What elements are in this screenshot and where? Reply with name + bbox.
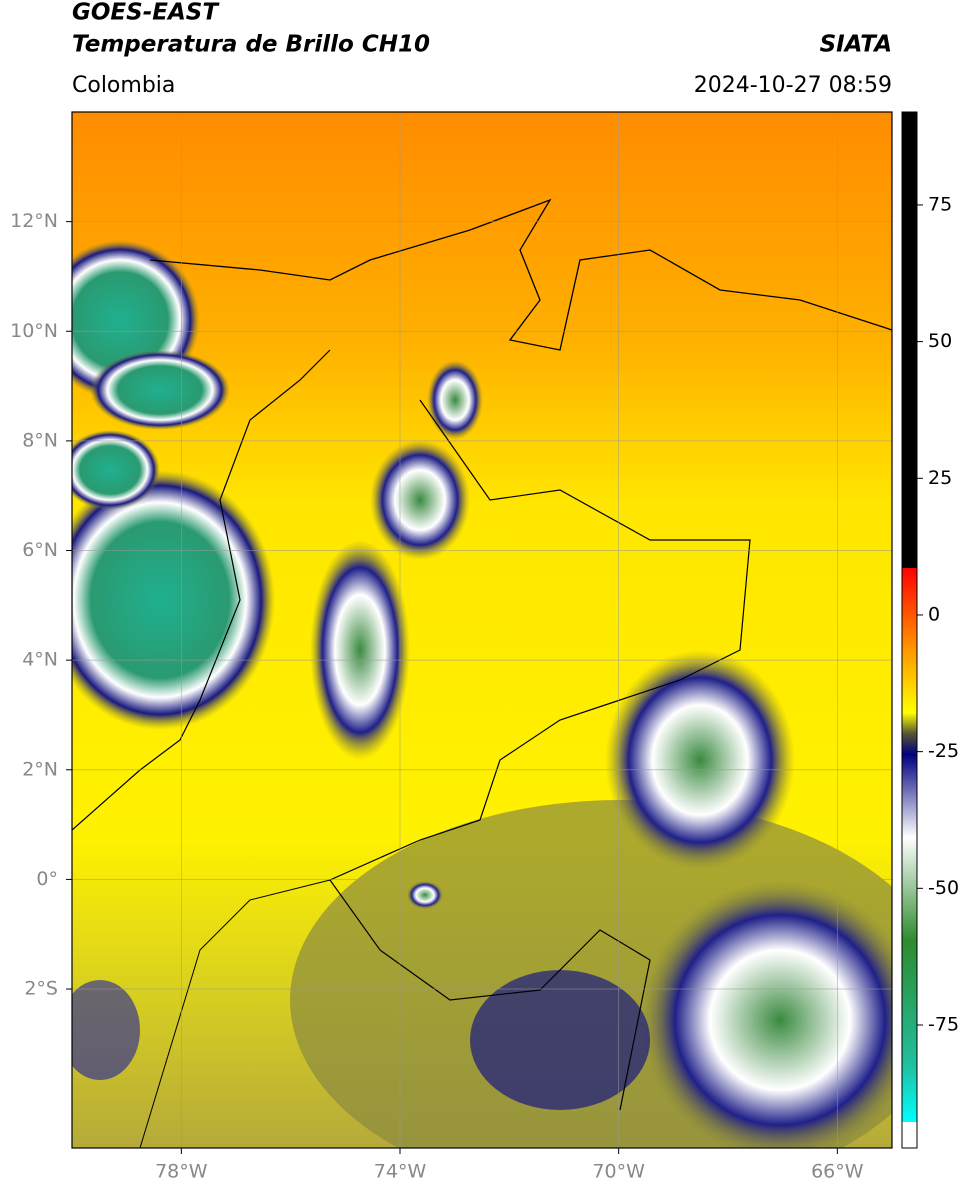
y-tick-label: 10°N [10, 320, 58, 342]
colorbar-label: 0 [928, 603, 940, 625]
x-tick-label: 78°W [155, 1161, 208, 1183]
colorbar-label: -50 [928, 877, 959, 899]
y-tick-label: 12°N [10, 210, 58, 232]
colorbar-label: -75 [928, 1013, 959, 1035]
colorbar-label: 75 [928, 193, 952, 215]
region: Colombia [72, 73, 175, 98]
y-tick-label: 8°N [22, 429, 58, 451]
colorbar-label: -25 [928, 740, 959, 762]
source: SIATA [820, 32, 892, 58]
y-tick-label: 2°S [24, 978, 58, 1000]
colorbar-label: 25 [928, 467, 952, 489]
x-tick-label: 70°W [592, 1161, 645, 1183]
colorbar-label: 50 [928, 330, 952, 352]
title: GOES-EAST [72, 0, 220, 26]
y-tick-label: 6°N [22, 539, 58, 561]
y-tick-label: 4°N [22, 649, 58, 671]
timestamp: 2024-10-27 08:59 [694, 73, 892, 98]
subtitle: Temperatura de Brillo CH10 [72, 32, 430, 58]
y-tick-label: 2°N [22, 758, 58, 780]
x-tick-label: 74°W [374, 1161, 427, 1183]
colorbar [901, 111, 918, 1149]
satellite-image [72, 112, 892, 1148]
y-tick-label: 0° [36, 868, 58, 890]
map-frame [71, 111, 893, 1149]
x-tick-label: 66°W [811, 1161, 864, 1183]
